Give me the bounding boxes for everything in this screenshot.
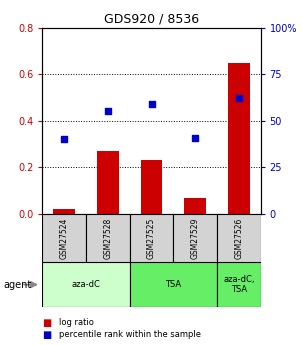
Bar bbox=[228, 62, 250, 214]
Bar bbox=[130, 262, 217, 307]
Bar bbox=[42, 214, 86, 262]
Bar bbox=[42, 262, 130, 307]
Text: GSM27525: GSM27525 bbox=[147, 217, 156, 259]
Text: log ratio: log ratio bbox=[59, 318, 94, 327]
Text: GSM27524: GSM27524 bbox=[60, 217, 69, 259]
Text: agent: agent bbox=[3, 280, 31, 289]
Bar bbox=[53, 209, 75, 214]
Bar bbox=[217, 262, 261, 307]
Text: ■: ■ bbox=[42, 330, 52, 339]
Point bbox=[149, 101, 154, 107]
Point bbox=[236, 96, 241, 101]
Bar bbox=[97, 151, 119, 214]
Text: GSM27529: GSM27529 bbox=[191, 217, 200, 259]
Point bbox=[62, 137, 67, 142]
Text: GSM27528: GSM27528 bbox=[103, 217, 112, 259]
Bar bbox=[184, 198, 206, 214]
Text: TSA: TSA bbox=[165, 280, 181, 289]
Title: GDS920 / 8536: GDS920 / 8536 bbox=[104, 12, 199, 25]
Bar bbox=[217, 214, 261, 262]
Bar bbox=[173, 214, 217, 262]
Text: aza-dC,
TSA: aza-dC, TSA bbox=[223, 275, 255, 294]
Point bbox=[193, 135, 198, 140]
Text: percentile rank within the sample: percentile rank within the sample bbox=[59, 330, 201, 339]
Text: ■: ■ bbox=[42, 318, 52, 327]
Bar bbox=[130, 214, 173, 262]
Text: GSM27526: GSM27526 bbox=[234, 217, 243, 259]
Point bbox=[105, 109, 110, 114]
Bar bbox=[86, 214, 130, 262]
Text: aza-dC: aza-dC bbox=[72, 280, 101, 289]
Bar bbox=[141, 160, 162, 214]
